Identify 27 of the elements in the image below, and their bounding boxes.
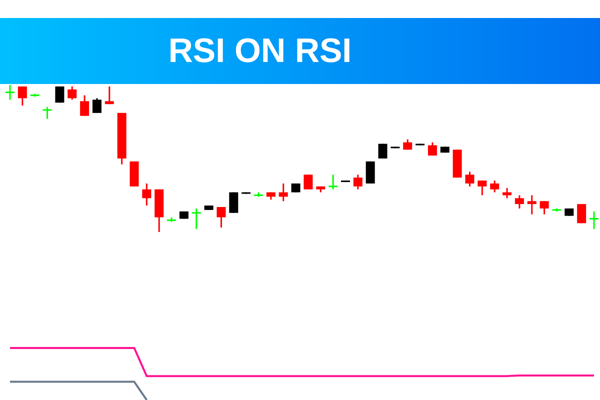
chart-title: RSI ON RSI <box>168 32 352 70</box>
candlestick <box>540 200 549 216</box>
candlestick <box>216 206 226 228</box>
candlestick <box>18 86 27 106</box>
candlestick <box>502 187 512 199</box>
candlestick <box>465 170 474 188</box>
candlestick <box>192 208 201 230</box>
candlestick <box>366 160 375 184</box>
candlestick <box>514 194 524 210</box>
candlestick <box>328 174 338 190</box>
candlestick <box>68 86 77 100</box>
candlestick <box>577 203 586 224</box>
candlestick <box>527 194 536 216</box>
candlestick <box>304 174 313 190</box>
candlestick <box>490 180 500 194</box>
candlestick <box>80 94 90 117</box>
candlestick <box>104 86 114 105</box>
candlestick <box>229 192 238 214</box>
candlestick <box>478 180 487 196</box>
candlestick <box>6 84 14 100</box>
candlestick <box>590 210 598 230</box>
candlestick <box>428 142 437 156</box>
candlestick <box>142 182 152 206</box>
candlestick <box>42 106 52 120</box>
candlestick <box>278 182 288 202</box>
candlestick <box>92 97 102 114</box>
candlestick <box>353 174 362 190</box>
